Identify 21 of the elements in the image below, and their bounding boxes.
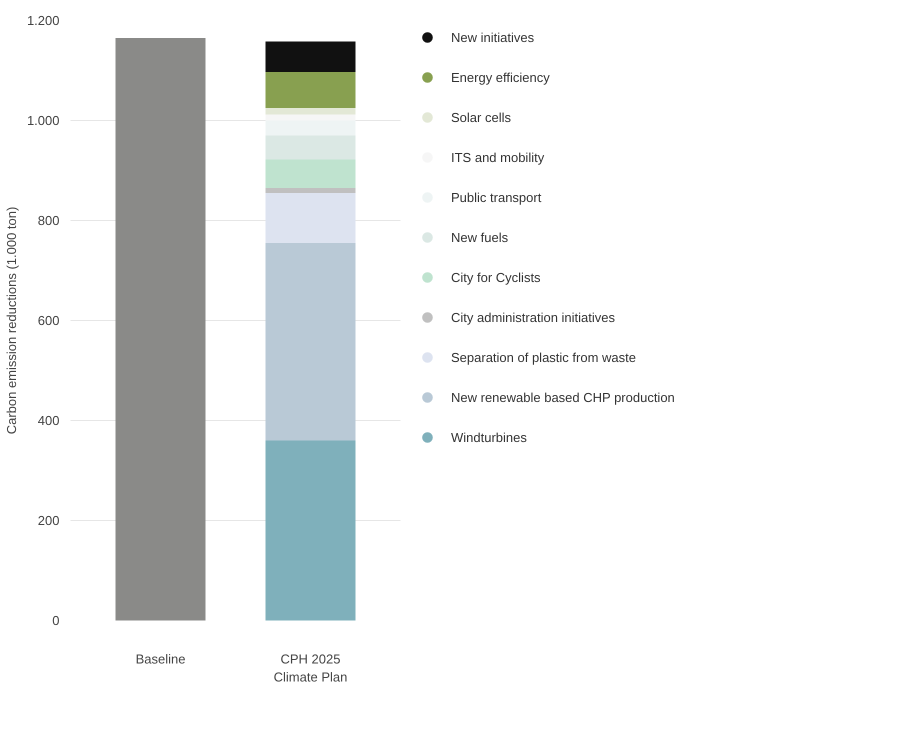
legend-label: ITS and mobility [451,150,544,164]
y-axis-title: Carbon emission reductions (1.000 ton) [4,206,19,434]
legend-label: Public transport [451,190,542,204]
legend-label: Windturbines [451,430,527,444]
y-tick-label: 0 [52,613,60,628]
y-tick-label: 800 [38,213,60,228]
legend-label: New renewable based CHP production [451,390,675,404]
legend-label: New fuels [451,230,508,244]
legend-label: Separation of plastic from waste [451,350,636,364]
legend-label: City for Cyclists [451,270,541,284]
legend-label: Solar cells [451,110,511,124]
y-tick-label: 200 [38,513,60,528]
y-tick-label: 1.200 [26,13,60,28]
x-tick-label: Baseline [136,652,186,666]
legend-label: City administration initiatives [451,310,616,324]
y-tick-label: 600 [38,313,60,328]
legend-label: Energy efficiency [451,70,550,84]
y-tick-label: 1.000 [26,113,60,128]
legend-label: New initiatives [451,30,534,44]
x-tick-label: CPH 2025 Climate Plan [274,652,348,684]
y-tick-label: 400 [38,413,60,428]
